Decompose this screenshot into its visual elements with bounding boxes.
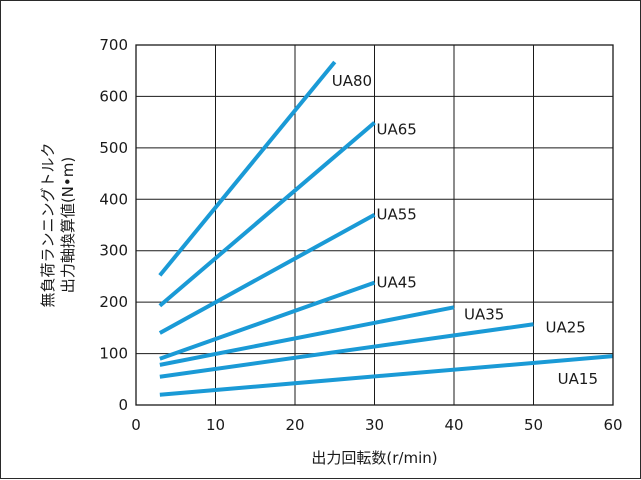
x-axis-title: 出力回転数(r/min) bbox=[311, 449, 437, 467]
y-tick-label: 600 bbox=[99, 87, 128, 105]
x-tick-label: 60 bbox=[603, 416, 622, 434]
y-tick-label: 0 bbox=[118, 396, 128, 414]
y-tick-label: 400 bbox=[99, 190, 128, 208]
series-line-ua25 bbox=[159, 322, 534, 379]
series-lines bbox=[158, 60, 614, 397]
series-label-ua80: UA80 bbox=[332, 72, 372, 90]
x-tick-label: 40 bbox=[444, 416, 463, 434]
series-label-ua65: UA65 bbox=[377, 121, 417, 139]
x-axis-ticks: 0 10 20 30 40 50 60 bbox=[131, 416, 622, 434]
grid bbox=[136, 45, 613, 405]
y-tick-label: 500 bbox=[99, 139, 128, 157]
series-line-ua15 bbox=[159, 354, 614, 397]
series-line-ua65 bbox=[158, 121, 376, 308]
y-axis-title-line-2: 出力軸換算値(N•m) bbox=[59, 157, 77, 293]
x-tick-label: 0 bbox=[131, 416, 141, 434]
y-tick-label: 100 bbox=[99, 345, 128, 363]
x-tick-label: 30 bbox=[365, 416, 384, 434]
y-tick-label: 300 bbox=[99, 242, 128, 260]
series-line-ua35 bbox=[159, 305, 455, 367]
series-label-ua35: UA35 bbox=[464, 305, 504, 323]
x-tick-label: 50 bbox=[524, 416, 543, 434]
y-axis-ticks: 0 100 200 300 400 500 600 700 bbox=[99, 36, 128, 414]
y-tick-label: 200 bbox=[99, 293, 128, 311]
series-label-ua25: UA25 bbox=[546, 318, 586, 336]
series-label-ua15: UA15 bbox=[558, 370, 598, 388]
series-labels: UA80 UA65 UA55 UA45 UA35 UA25 UA15 bbox=[332, 72, 598, 388]
y-axis-title-line-1: 無負荷ランニングトルク bbox=[39, 142, 57, 307]
series-line-ua45 bbox=[159, 280, 376, 361]
x-tick-label: 10 bbox=[206, 416, 225, 434]
series-line-ua55 bbox=[158, 212, 376, 335]
plot-frame bbox=[135, 44, 614, 406]
series-label-ua55: UA55 bbox=[377, 206, 417, 224]
series-label-ua45: UA45 bbox=[377, 274, 417, 292]
y-axis-title: 無負荷ランニングトルク 出力軸換算値(N•m) bbox=[39, 142, 77, 307]
y-tick-label: 700 bbox=[99, 36, 128, 54]
x-tick-label: 20 bbox=[285, 416, 304, 434]
series-line-ua80 bbox=[158, 60, 337, 277]
